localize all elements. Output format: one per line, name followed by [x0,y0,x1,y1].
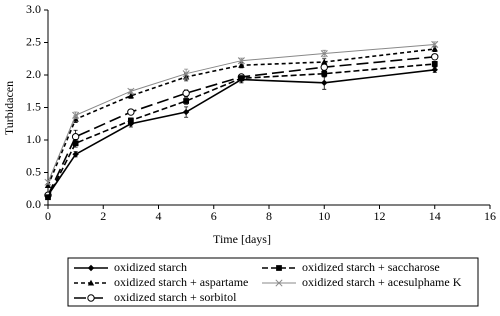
series-line [47,69,435,196]
x-tick-label: 4 [156,209,162,223]
marker [321,70,328,77]
marker [321,79,328,86]
marker [238,62,245,68]
x-tick-label: 2 [100,209,106,223]
marker [87,294,95,302]
marker [320,49,328,58]
marker [237,57,245,65]
marker [127,87,135,95]
marker [431,45,438,52]
y-tick-label: 2.0 [26,67,41,81]
marker [276,265,282,271]
y-tick-label: 1.5 [26,99,41,113]
marker [72,111,80,119]
legend-label: oxidized starch [114,260,187,274]
marker [72,151,79,158]
legend-box [67,257,479,307]
marker [431,61,438,67]
y-axis-label: Turbidacen [2,81,16,135]
legend-label: oxidized starch + aspartame [114,275,248,289]
marker [127,117,134,124]
legend-label: oxidized starch + acesulphame K [302,275,462,289]
marker [127,92,135,99]
x-tick-label: 10 [318,209,330,223]
marker [127,108,135,116]
marker [182,70,190,78]
marker [72,140,79,147]
marker [431,66,438,73]
marker [44,178,52,186]
marker [238,75,245,82]
marker [321,58,328,65]
marker [431,53,439,61]
legend-label: oxidized starch + saccharose [302,260,440,274]
marker [182,89,190,97]
marker [45,194,51,201]
marker [320,63,328,71]
marker [87,264,95,272]
marker [182,108,190,116]
x-tick-label: 16 [484,209,496,223]
y-tick-label: 3.0 [26,2,41,16]
marker [127,120,135,127]
marker [44,182,52,189]
series-line [47,63,435,198]
x-tick-label: 0 [45,209,51,223]
x-tick-label: 12 [374,209,386,223]
y-tick-label: 0.0 [26,197,41,211]
marker [431,40,439,49]
x-tick-label: 6 [211,209,217,223]
marker [275,279,283,287]
y-tick-label: 1.0 [26,132,41,146]
y-tick-label: 2.5 [26,34,41,48]
x-tick-label: 14 [429,209,441,223]
x-tick-label: 8 [266,209,272,223]
y-tick-label: 0.5 [26,164,41,178]
marker [87,279,95,286]
marker [183,98,190,104]
legend-label: oxidized starch + sorbitol [114,290,237,304]
x-axis-label: Time [days] [213,232,271,246]
